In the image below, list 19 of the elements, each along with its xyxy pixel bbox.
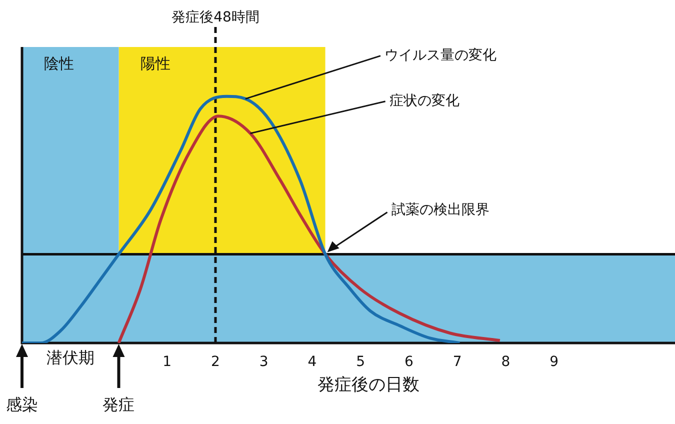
x-tick-label: 2 bbox=[211, 354, 220, 370]
x-tick-label: 5 bbox=[356, 354, 366, 370]
x-tick-label: 3 bbox=[259, 354, 268, 370]
ref-line-label: 発症後48時間 bbox=[172, 10, 260, 26]
band-label: 陰性 bbox=[44, 54, 74, 72]
text: ウイルス量の変化 bbox=[384, 47, 496, 64]
x-tick-label: 6 bbox=[404, 354, 414, 370]
x-tick-label: 4 bbox=[308, 354, 317, 370]
band-label: 陽性 bbox=[140, 54, 171, 72]
ref-line-label: 試薬の検出限界 bbox=[391, 202, 490, 218]
x-tick-label: 1 bbox=[162, 354, 172, 370]
text: 発症 bbox=[102, 395, 135, 414]
x-axis-title: 発症後の日数 bbox=[318, 374, 420, 395]
x-tick-label: 9 bbox=[550, 354, 559, 370]
x-tick-label: 8 bbox=[501, 354, 510, 370]
text: 感染 bbox=[6, 395, 38, 414]
text: 潜伏期 bbox=[46, 348, 94, 368]
text: 症状の変化 bbox=[389, 92, 460, 109]
x-tick-label: 7 bbox=[452, 354, 462, 370]
